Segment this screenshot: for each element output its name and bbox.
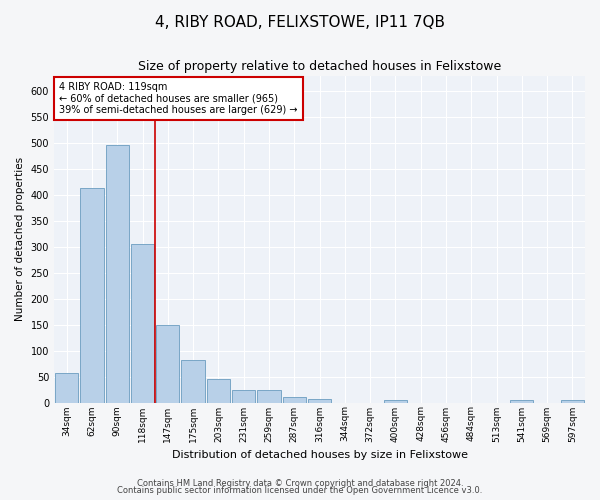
Title: Size of property relative to detached houses in Felixstowe: Size of property relative to detached ho… (138, 60, 501, 73)
Bar (80, 188, 104, 402)
Text: 4, RIBY ROAD, FELIXSTOWE, IP11 7QB: 4, RIBY ROAD, FELIXSTOWE, IP11 7QB (155, 15, 445, 30)
Bar (561, 400, 584, 402)
Bar (232, 390, 256, 402)
Bar (510, 400, 533, 402)
Bar (106, 145, 129, 403)
Bar (156, 325, 179, 402)
Bar (384, 400, 407, 402)
Bar (131, 244, 154, 402)
Bar (181, 360, 205, 403)
Bar (257, 390, 281, 402)
Text: 4 RIBY ROAD: 119sqm
← 60% of detached houses are smaller (965)
39% of semi-detac: 4 RIBY ROAD: 119sqm ← 60% of detached ho… (59, 82, 298, 116)
Y-axis label: Number of detached properties: Number of detached properties (15, 157, 25, 321)
Bar (55, 373, 79, 402)
X-axis label: Distribution of detached houses by size in Felixstowe: Distribution of detached houses by size … (172, 450, 467, 460)
Text: Contains public sector information licensed under the Open Government Licence v3: Contains public sector information licen… (118, 486, 482, 495)
Bar (283, 398, 306, 402)
Bar (207, 379, 230, 402)
Text: Contains HM Land Registry data © Crown copyright and database right 2024.: Contains HM Land Registry data © Crown c… (137, 478, 463, 488)
Bar (308, 400, 331, 402)
